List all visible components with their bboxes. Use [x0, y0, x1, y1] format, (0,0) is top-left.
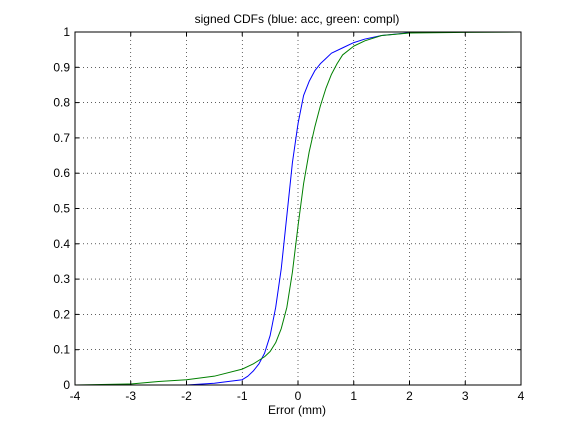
- x-tick-label: -3: [125, 389, 136, 403]
- x-tick-label: -1: [237, 389, 248, 403]
- x-tick-label: -2: [181, 389, 192, 403]
- y-tick-label: 0.8: [53, 96, 70, 110]
- x-tick-label: 0: [295, 389, 302, 403]
- y-tick-label: 0.6: [53, 166, 70, 180]
- y-tick-label: 0.4: [53, 237, 70, 251]
- x-tick-label: 1: [350, 389, 357, 403]
- series-line-1: [75, 31, 427, 386]
- x-tick-label: -4: [70, 389, 81, 403]
- y-tick-label: 0.5: [53, 202, 70, 216]
- y-tick-label: 0.3: [53, 272, 70, 286]
- x-tick-label: 3: [462, 389, 469, 403]
- series-line-2: [74, 31, 522, 386]
- grid-lines: [75, 32, 521, 385]
- series-lines: [74, 31, 522, 386]
- chart-title: signed CDFs (blue: acc, green: compl): [195, 12, 400, 26]
- x-tick-label: 4: [518, 389, 525, 403]
- y-tick-label: 0.7: [53, 131, 70, 145]
- y-tick-label: 0.1: [53, 343, 70, 357]
- x-tick-label: 2: [406, 389, 413, 403]
- y-tick-label: 1: [63, 25, 70, 39]
- y-tick-label: 0.9: [53, 60, 70, 74]
- y-tick-label: 0.2: [53, 307, 70, 321]
- y-tick-label: 0: [63, 378, 70, 392]
- x-axis-label: Error (mm): [268, 403, 326, 417]
- axis-ticks: -4 -3 -2 -1 0 1 2 3 4 0 0.1 0.2 0.3 0.4 0.5 0.6 0.7 0.8 0.…: [53, 25, 524, 403]
